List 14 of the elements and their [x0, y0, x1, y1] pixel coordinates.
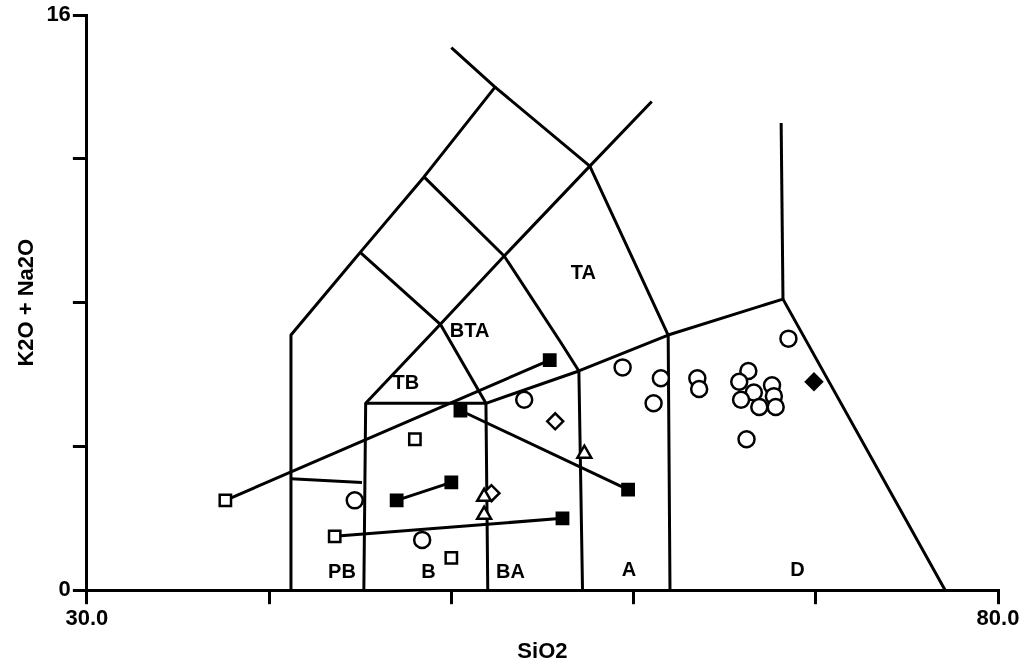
- annotation: D: [790, 557, 805, 580]
- annotation: BTA: [449, 318, 490, 341]
- annotation: PB: [328, 560, 356, 583]
- annotation: A: [621, 557, 637, 580]
- annotation: BA: [496, 560, 525, 583]
- y-tick-label: 0: [58, 576, 71, 602]
- annotation: B: [421, 560, 436, 583]
- annotation: TB: [392, 370, 420, 393]
- annotation: TA: [570, 261, 597, 284]
- x-tick-label: 80.0: [976, 605, 1020, 631]
- x-axis-title: SiO2: [517, 637, 568, 663]
- y-axis-title: K2O + Na2O: [13, 238, 39, 367]
- y-tick-label: 16: [46, 1, 71, 27]
- x-tick-label: 30.0: [65, 605, 109, 631]
